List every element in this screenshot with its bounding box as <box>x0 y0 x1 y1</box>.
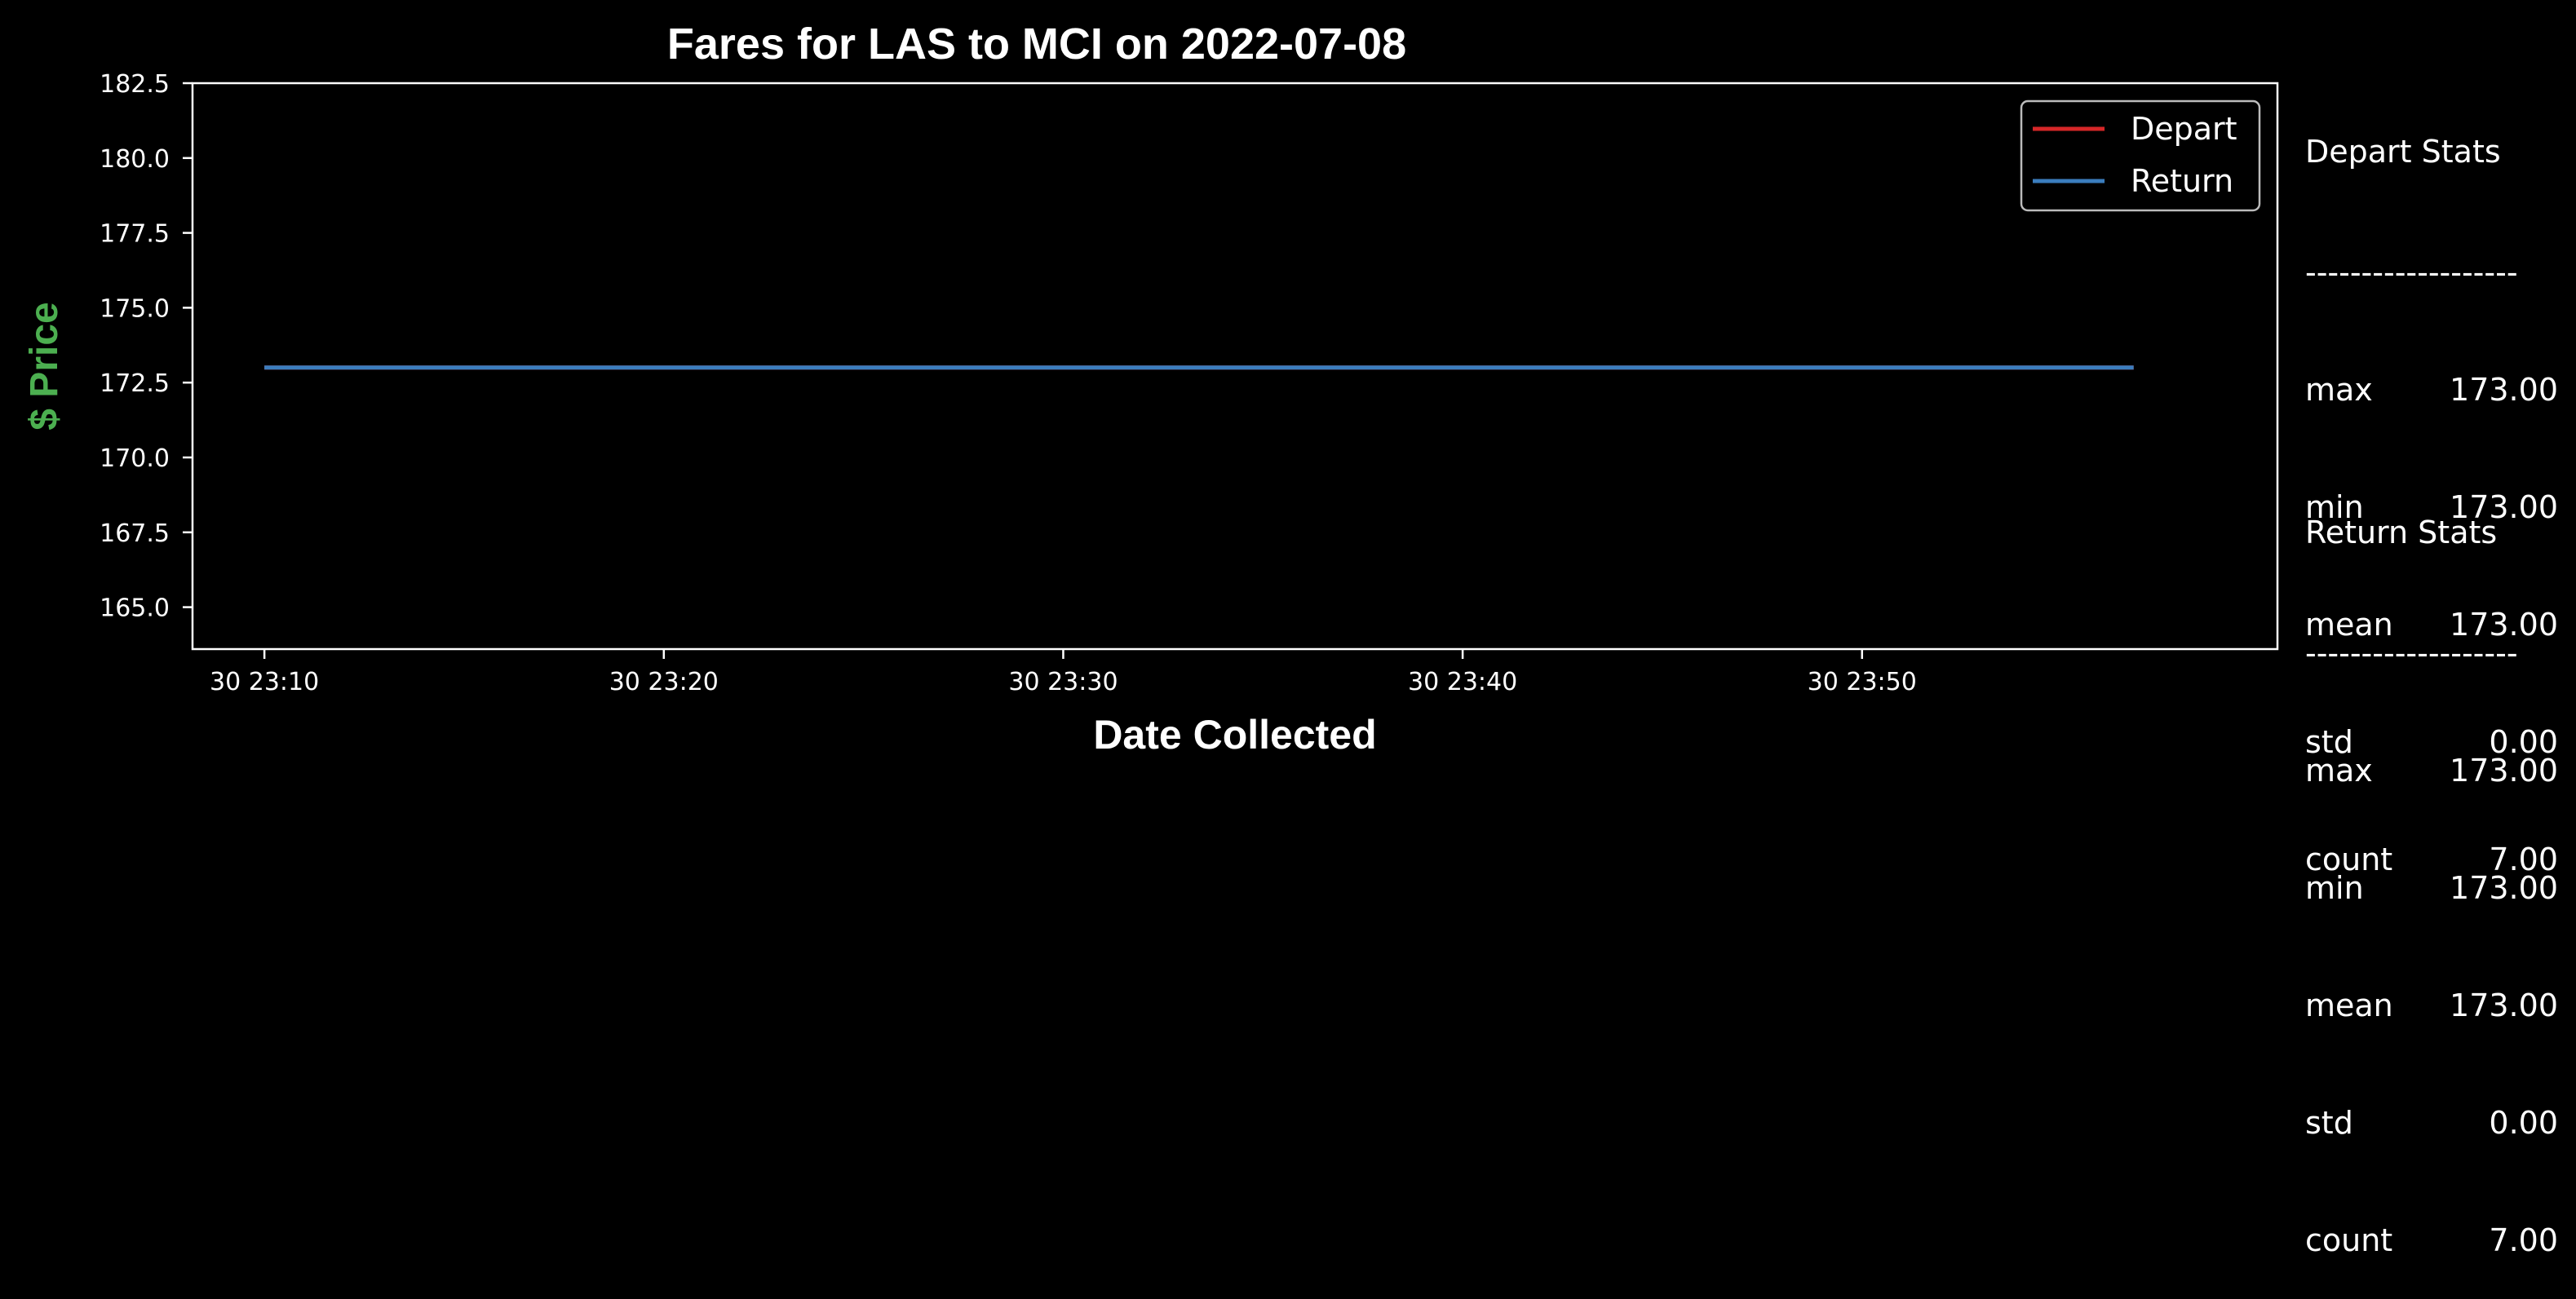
stat-value: 173.00 <box>2450 372 2558 408</box>
stat-key: std <box>2305 724 2353 760</box>
x-tick-label: 30 23:50 <box>1808 668 1917 696</box>
stat-value: 173.00 <box>2450 489 2558 525</box>
return-stats-divider: ------------------- <box>2305 635 2518 671</box>
stat-key: min <box>2305 870 2364 906</box>
return-stats-panel: Return Stats ------------------- max 173.… <box>2305 435 2558 1299</box>
stat-value: 173.00 <box>2450 753 2558 789</box>
stat-key: mean <box>2305 988 2393 1023</box>
y-axis-label: $ Price <box>23 302 66 430</box>
x-tick-label: 30 23:40 <box>1408 668 1517 696</box>
legend-return-label: Return <box>2131 163 2233 199</box>
y-tick-label: 165.0 <box>100 594 170 623</box>
y-tick-label: 170.0 <box>100 444 170 473</box>
return-stat-mean: mean 173.00 <box>2305 986 2558 1025</box>
depart-stats-divider: ------------------- <box>2305 254 2518 290</box>
depart-stat-mean: mean 173.00 <box>2305 605 2558 644</box>
depart-stat-std: std 0.00 <box>2305 722 2558 762</box>
stat-key: max <box>2305 372 2373 408</box>
stat-key: count <box>2305 1222 2393 1258</box>
return-stat-count: count 7.00 <box>2305 1221 2558 1260</box>
x-tick-label: 30 23:30 <box>1008 668 1118 696</box>
stat-value: 0.00 <box>2489 724 2558 760</box>
depart-stat-min: min 173.00 <box>2305 488 2558 527</box>
depart-stats-title: Depart Stats <box>2305 134 2501 170</box>
stat-value: 173.00 <box>2450 607 2558 643</box>
stat-value: 7.00 <box>2489 1222 2558 1258</box>
chart-title: Fares for LAS to MCI on 2022-07-08 <box>667 20 1406 68</box>
x-tick-label: 30 23:10 <box>210 668 319 696</box>
y-axis-ticks: 165.0 167.5 170.0 172.5 175.0 177.5 180.0 182.5 <box>100 70 193 623</box>
return-stat-max: max 173.00 <box>2305 751 2558 790</box>
y-tick-label: 177.5 <box>100 220 170 249</box>
return-stat-std: std 0.00 <box>2305 1103 2558 1142</box>
x-tick-label: 30 23:20 <box>609 668 719 696</box>
stat-key: std <box>2305 1105 2353 1141</box>
legend-depart-label: Depart <box>2131 111 2237 147</box>
return-stats-title: Return Stats <box>2305 515 2498 550</box>
x-axis-ticks: 30 23:10 30 23:20 30 23:30 30 23:40 30 23:50 <box>210 649 1917 696</box>
y-tick-label: 180.0 <box>100 145 170 174</box>
legend: Depart Return <box>2020 99 2261 212</box>
stat-value: 173.00 <box>2450 870 2558 906</box>
stat-value: 0.00 <box>2489 1105 2558 1141</box>
fare-chart: Fares for LAS to MCI on 2022-07-08 165.0… <box>23 20 2279 758</box>
stat-value: 173.00 <box>2450 988 2558 1023</box>
y-tick-label: 175.0 <box>100 294 170 323</box>
stat-key: min <box>2305 489 2364 525</box>
depart-stat-max: max 173.00 <box>2305 370 2558 409</box>
stat-key: max <box>2305 753 2373 789</box>
y-tick-label: 172.5 <box>100 369 170 398</box>
stat-key: mean <box>2305 607 2393 643</box>
return-stat-min: min 173.00 <box>2305 868 2558 908</box>
x-axis-label: Date Collected <box>1093 712 1376 758</box>
y-tick-label: 182.5 <box>100 70 170 99</box>
y-tick-label: 167.5 <box>100 519 170 548</box>
